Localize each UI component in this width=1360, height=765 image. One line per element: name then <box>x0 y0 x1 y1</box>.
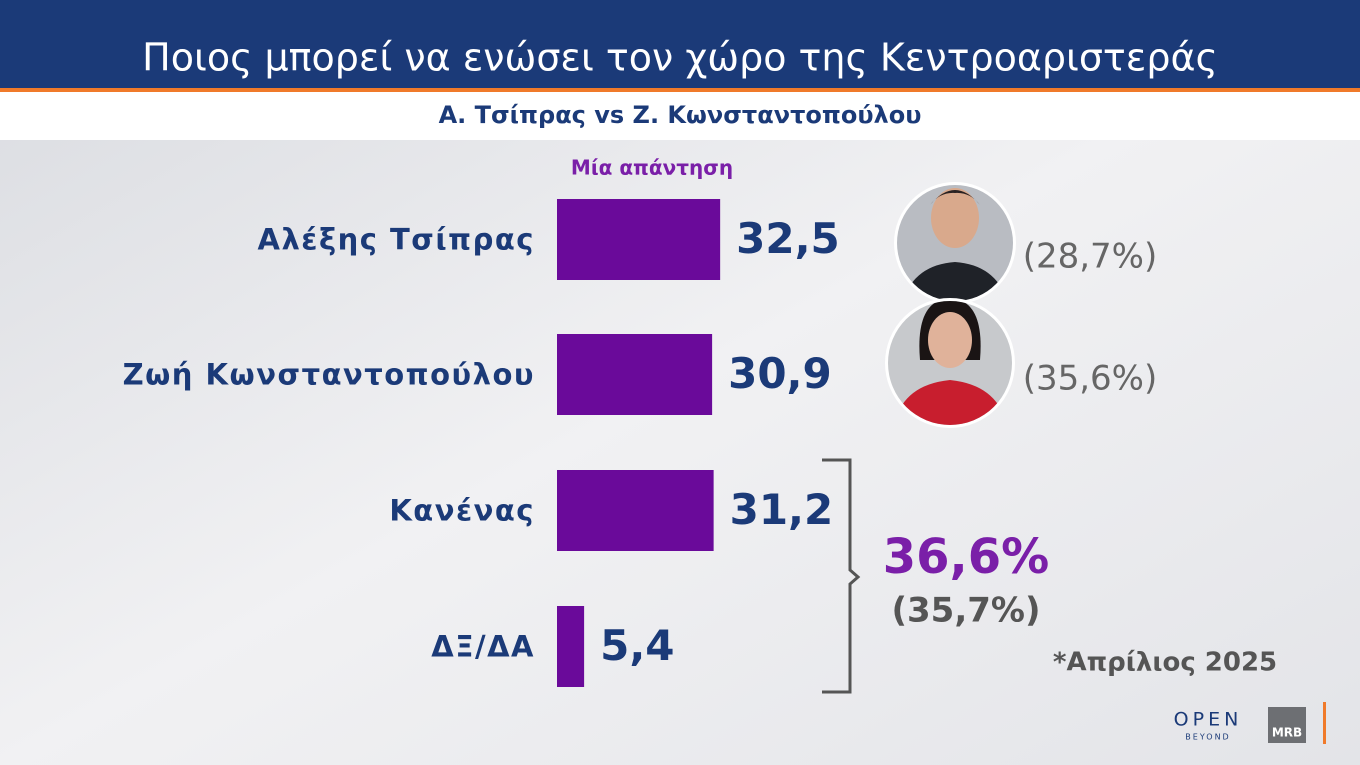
category-label: Κανένας <box>389 494 535 528</box>
logo-mrb-box <box>1268 707 1306 743</box>
logo-divider <box>1323 702 1326 744</box>
chart-subtitle: Α. Τσίπρας vs Ζ. Κωνσταντοπούλου <box>439 101 922 129</box>
bracket <box>822 458 861 694</box>
bar <box>557 606 585 687</box>
value-label: 5,4 <box>600 621 674 670</box>
category-label: Ζωή Κωνσταντοπούλου <box>123 358 535 392</box>
logo-mrb: MRB <box>1272 726 1302 740</box>
value-label: 30,9 <box>728 349 832 398</box>
note: *Απρίλιος 2025 <box>1053 648 1277 678</box>
bar <box>557 199 721 280</box>
series-label: Μία απάντηση <box>571 156 733 180</box>
chart-title: Ποιος μπορεί να ενώσει τον χώρο της Κεντ… <box>142 36 1218 80</box>
photo-2 <box>885 298 1015 428</box>
previous-label: (35,6%) <box>1023 359 1158 399</box>
header-band <box>0 0 1360 88</box>
bracket-label: 36,6% <box>883 529 1050 585</box>
previous-label: (28,7%) <box>1023 237 1158 277</box>
photo-1 <box>894 182 1016 304</box>
value-label: 32,5 <box>736 214 840 263</box>
bar <box>557 334 713 415</box>
logo-beyond: BEYOND <box>1185 733 1230 742</box>
subtitle-band <box>0 92 1360 140</box>
logo-open: OPEN <box>1174 709 1243 731</box>
header-accent <box>0 88 1360 92</box>
category-label: Αλέξης Τσίπρας <box>258 223 535 257</box>
category-label: ΔΞ/ΔΑ <box>431 630 535 664</box>
bar <box>557 470 714 551</box>
bracket-sublabel: (35,7%) <box>891 591 1040 631</box>
value-label: 31,2 <box>730 485 834 534</box>
